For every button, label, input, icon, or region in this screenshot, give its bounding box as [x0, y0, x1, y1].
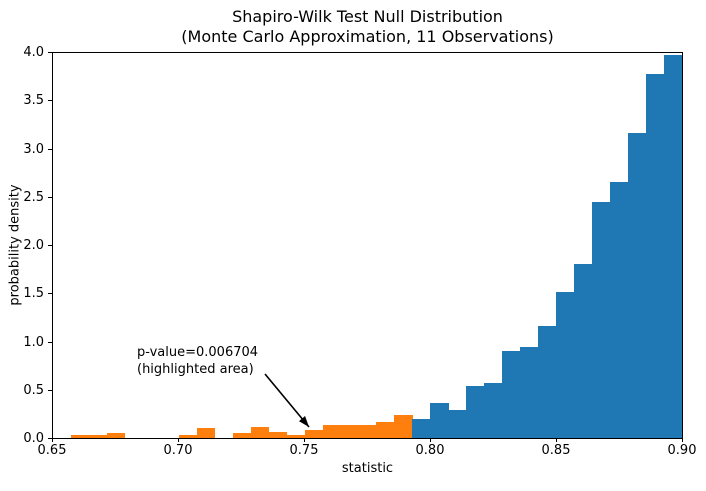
histogram-bar: [466, 386, 485, 438]
y-tick-label: 4.0: [23, 45, 44, 60]
y-tick-mark: [48, 245, 52, 246]
y-tick-mark: [48, 52, 52, 53]
x-tick-label: 0.70: [163, 443, 193, 458]
histogram-bar: [430, 403, 449, 438]
x-tick-mark: [304, 438, 305, 442]
histogram-bar-highlighted: [358, 424, 377, 438]
x-tick-label: 0.80: [415, 443, 445, 458]
y-tick-label: 1.5: [23, 286, 44, 302]
y-tick-label: 3.0: [23, 141, 44, 157]
histogram-bar-highlighted: [70, 435, 90, 438]
y-tick-mark: [48, 389, 52, 391]
highlighted-area-text: (highlighted area): [137, 362, 254, 377]
histogram-bar-highlighted: [322, 424, 341, 438]
x-tick-mark: [682, 438, 683, 442]
chart-title: Shapiro-Wilk Test Null Distribution (Mon…: [52, 7, 683, 47]
histogram-bar: [520, 346, 539, 438]
histogram-bar-highlighted: [88, 435, 108, 438]
histogram-bars: [53, 53, 683, 438]
x-tick-mark: [52, 438, 53, 442]
y-tick-mark: [48, 341, 52, 343]
y-tick-mark: [48, 293, 52, 295]
x-axis-label: statistic: [341, 461, 394, 476]
y-tick-label: 3.5: [23, 93, 44, 109]
histogram-bar: [448, 410, 467, 438]
chart-title-line1: Shapiro-Wilk Test Null Distribution: [232, 7, 503, 26]
plot-area: p-value=0.006704 (highlighted area): [52, 52, 683, 439]
histogram-bar-highlighted: [286, 435, 305, 438]
histogram-bar: [646, 74, 665, 438]
y-tick-mark: [48, 148, 52, 150]
histogram-bar: [556, 291, 575, 438]
histogram-bar: [502, 351, 521, 438]
x-tick-label: 0.90: [667, 443, 697, 458]
histogram-bar-highlighted: [178, 435, 198, 438]
histogram-bar: [484, 383, 503, 438]
x-tick-mark: [556, 438, 557, 442]
y-tick-mark: [48, 438, 52, 439]
histogram-bar: [610, 181, 629, 438]
p-value-annotation: p-value=0.006704 (highlighted area): [137, 344, 258, 378]
histogram-bar-highlighted: [232, 433, 251, 438]
y-tick-label: 2.5: [23, 189, 44, 205]
x-tick-label: 0.85: [541, 443, 571, 458]
x-tick-mark: [430, 438, 431, 442]
chart-title-line2: (Monte Carlo Approximation, 11 Observati…: [181, 27, 554, 46]
histogram-bar-highlighted: [340, 424, 359, 438]
y-tick-label: 0.0: [23, 431, 44, 446]
histogram-bar: [538, 326, 557, 438]
histogram-bar-highlighted: [196, 428, 216, 438]
histogram-bar: [664, 54, 683, 438]
histogram-bar: [412, 418, 431, 438]
y-tick-label: 2.0: [23, 238, 44, 253]
histogram-bar-highlighted: [268, 432, 287, 438]
y-tick-label: 1.0: [23, 334, 44, 350]
histogram-bar-highlighted: [376, 421, 395, 438]
y-tick-mark: [48, 100, 52, 102]
y-tick-label: 0.5: [23, 382, 44, 398]
histogram-bar: [592, 202, 611, 438]
x-tick-mark: [178, 438, 179, 442]
histogram-bar-highlighted: [106, 433, 126, 438]
histogram-bar: [628, 132, 647, 438]
x-tick-label: 0.65: [37, 443, 67, 458]
x-tick-label: 0.75: [289, 443, 319, 458]
histogram-bar-highlighted: [304, 430, 323, 438]
y-tick-mark: [48, 196, 52, 198]
histogram-bar-highlighted: [394, 414, 413, 438]
histogram-bar-highlighted: [250, 427, 269, 438]
p-value-text: p-value=0.006704: [137, 345, 259, 360]
histogram-bar: [574, 263, 593, 438]
